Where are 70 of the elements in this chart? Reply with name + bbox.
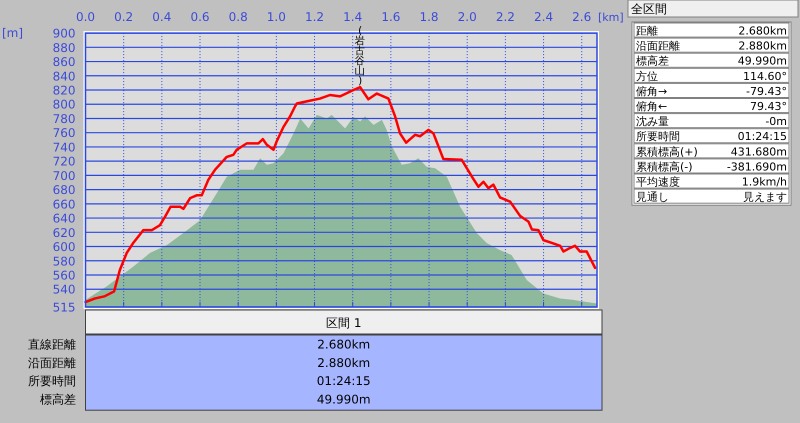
y-tick-label: 515 [52, 300, 76, 314]
x-tick-label: 0.8 [228, 10, 248, 24]
text: 距離 [636, 24, 658, 38]
x-tick-label: 1.2 [304, 10, 324, 24]
x-tick-label: 2.2 [496, 10, 515, 24]
x-tick-label: 2.0 [458, 10, 477, 24]
y-tick-label: 900 [52, 26, 76, 41]
y-tick-label: 880 [52, 40, 76, 55]
text: 1.9km/h [742, 176, 788, 188]
text: 見えます [743, 190, 787, 204]
text: 所要時間 [28, 374, 76, 388]
y-tick-label: 780 [52, 112, 76, 126]
text: 所要時間 [636, 130, 680, 144]
text: 標高差 [636, 54, 669, 68]
y-tick-label: 860 [52, 55, 76, 70]
text: 累積標高(-) [636, 160, 693, 174]
text: 沈み量 [636, 115, 669, 128]
text: 区間 1 [326, 316, 362, 330]
x-tick-label: 1.8 [420, 10, 439, 24]
x-tick-label: 0.2 [114, 10, 134, 24]
text: 見通し [636, 190, 669, 204]
text: 俯角← [636, 100, 668, 113]
text: 2.680km [317, 338, 370, 352]
y-tick-label: 540 [52, 282, 76, 297]
y-tick-label: 600 [52, 240, 76, 254]
y-tick-label: 740 [52, 140, 76, 154]
x-tick-label: 2.4 [534, 10, 554, 24]
text: 方位 [636, 70, 658, 83]
text: 俯角→ [636, 84, 668, 98]
x-tick-label: 1.0 [266, 10, 286, 24]
text: 沿面距離 [28, 356, 76, 370]
text: -381.690m [726, 160, 787, 174]
y-tick-label: 680 [52, 183, 76, 198]
y-tick-label: 840 [52, 69, 76, 84]
y-tick-label: 660 [52, 197, 76, 212]
y-tick-label: 760 [52, 126, 76, 140]
text: 平均速度 [636, 176, 680, 188]
text: 114.60° [743, 70, 787, 83]
x-tick-label: 1.4 [343, 10, 362, 24]
text: -0m [765, 115, 787, 128]
text: 01:24:15 [738, 130, 787, 144]
text: 2.680km [738, 24, 787, 38]
text: 01:24:15 [316, 374, 371, 388]
x-tick-label: 0.4 [152, 10, 172, 24]
text: 累積標高(+) [636, 145, 698, 158]
x-axis-title: [km] [598, 11, 624, 24]
text: 2.880km [738, 40, 787, 53]
y-tick-label: 720 [52, 154, 76, 169]
x-tick-label: 0.0 [76, 10, 96, 24]
y-tick-label: 820 [52, 84, 76, 98]
text: 49.990m [738, 54, 787, 68]
text: 沿面距離 [636, 40, 680, 53]
text: 49.990m [316, 392, 371, 406]
x-tick-label: 2.6 [572, 10, 592, 24]
y-tick-label: 700 [52, 168, 76, 183]
text: 2.880km [317, 356, 370, 370]
y-axis-title: [m] [2, 26, 24, 40]
text: -79.43° [746, 84, 787, 98]
y-tick-label: 640 [52, 212, 76, 226]
y-tick-label: 800 [52, 98, 76, 112]
text: 431.680m [730, 145, 787, 158]
text: 全区間 [631, 2, 667, 16]
y-tick-label: 560 [52, 268, 76, 282]
text: 標高差 [40, 392, 76, 406]
y-tick-label: 620 [52, 226, 76, 240]
y-tick-label: 580 [52, 254, 76, 268]
text: 直線距離 [28, 338, 76, 352]
x-tick-label: 0.6 [190, 10, 210, 24]
text: 79.43° [750, 100, 787, 113]
x-tick-label: 1.6 [381, 10, 400, 24]
